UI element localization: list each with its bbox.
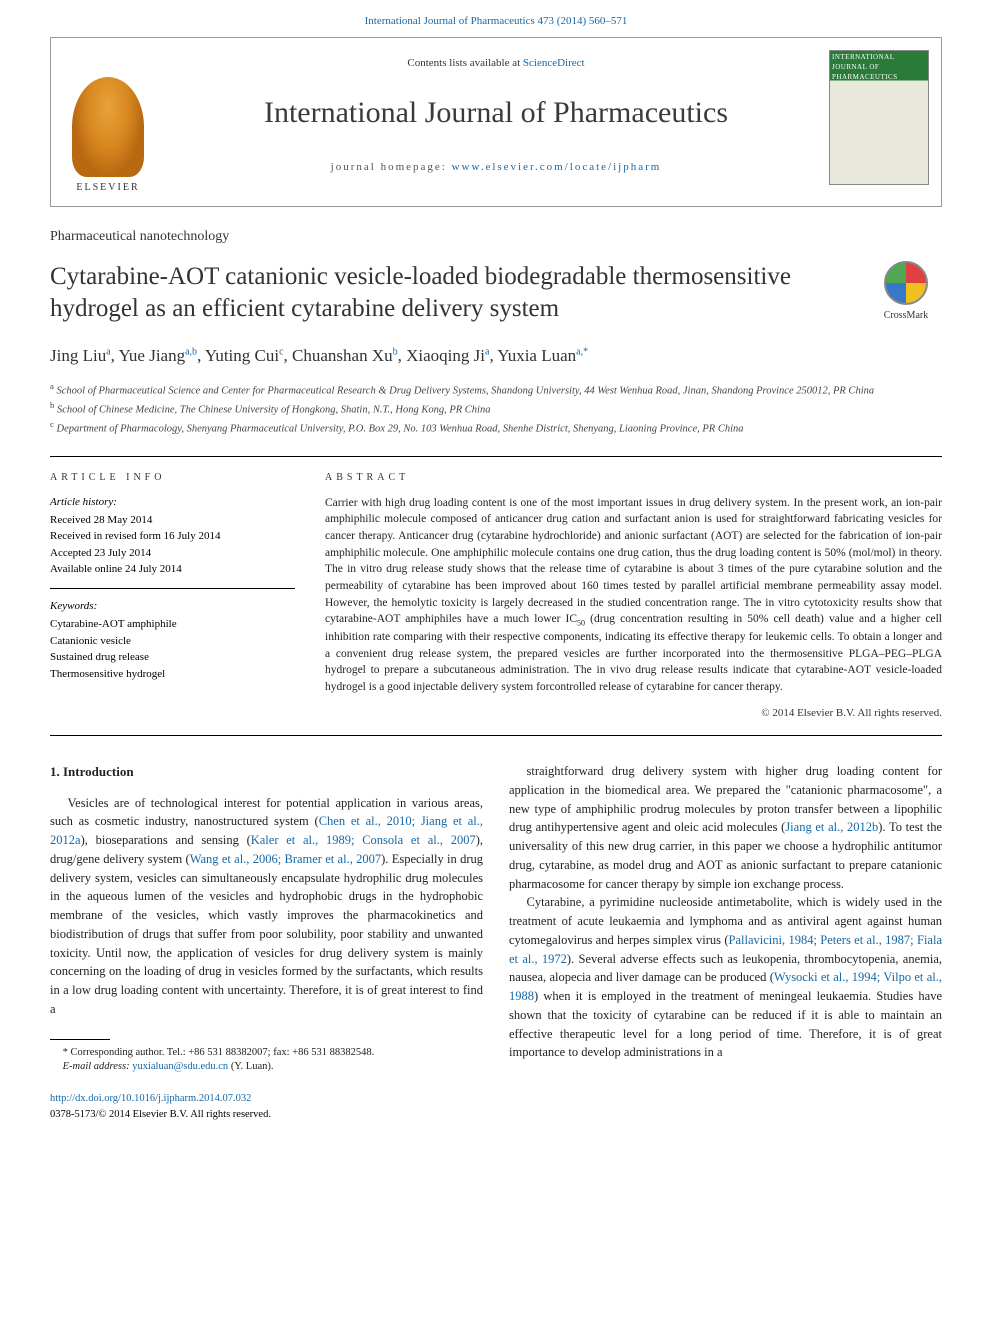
body-two-column: 1. Introduction Vesicles are of technolo… <box>50 762 942 1075</box>
cover-top-label: INTERNATIONAL JOURNAL OF <box>832 53 926 73</box>
issn-copyright: 0378-5173/© 2014 Elsevier B.V. All right… <box>50 1109 271 1120</box>
elsevier-logo: ELSEVIER <box>63 50 153 195</box>
contents-prefix: Contents lists available at <box>407 57 522 69</box>
journal-name: International Journal of Pharmaceutics <box>51 92 941 134</box>
body-column-left: 1. Introduction Vesicles are of technolo… <box>50 762 483 1075</box>
contents-available-line: Contents lists available at ScienceDirec… <box>51 56 941 71</box>
homepage-link[interactable]: www.elsevier.com/locate/ijpharm <box>452 161 662 173</box>
citation-header: International Journal of Pharmaceutics 4… <box>0 0 992 37</box>
email-footnote: E-mail address: yuxialuan@sdu.edu.cn (Y.… <box>50 1060 483 1075</box>
history-accepted: Accepted 23 July 2014 <box>50 545 295 562</box>
history-received: Received 28 May 2014 <box>50 512 295 529</box>
intro-para-3: Cytarabine, a pyrimidine nucleoside anti… <box>509 893 942 1062</box>
page-footer: http://dx.doi.org/10.1016/j.ijpharm.2014… <box>0 1091 992 1123</box>
history-revised: Received in revised form 16 July 2014 <box>50 528 295 545</box>
body-column-right: straightforward drug delivery system wit… <box>509 762 942 1075</box>
journal-header-box: ELSEVIER Contents lists available at Sci… <box>50 37 942 207</box>
history-label: Article history: <box>50 495 295 510</box>
affiliation-c: c Department of Pharmacology, Shenyang P… <box>50 418 942 437</box>
elsevier-tree-icon <box>72 77 144 177</box>
homepage-line: journal homepage: www.elsevier.com/locat… <box>51 160 941 175</box>
journal-cover-thumbnail: INTERNATIONAL JOURNAL OF PHARMACEUTICS <box>829 50 929 185</box>
homepage-prefix: journal homepage: <box>331 161 452 173</box>
intro-heading: 1. Introduction <box>50 762 483 782</box>
crossmark-badge[interactable]: CrossMark <box>870 261 942 323</box>
affiliation-a: a School of Pharmaceutical Science and C… <box>50 380 942 399</box>
affiliations: a School of Pharmaceutical Science and C… <box>50 380 942 438</box>
sciencedirect-link[interactable]: ScienceDirect <box>523 57 585 69</box>
affiliation-b: b School of Chinese Medicine, The Chines… <box>50 399 942 418</box>
abstract-text: Carrier with high drug loading content i… <box>325 495 942 696</box>
article-info-column: ARTICLE INFO Article history: Received 2… <box>50 471 295 722</box>
authors-line: Jing Liua, Yue Jianga,b, Yuting Cuic, Ch… <box>50 344 942 368</box>
keyword-1: Catanionic vesicle <box>50 633 295 650</box>
keyword-2: Sustained drug release <box>50 649 295 666</box>
section-label: Pharmaceutical nanotechnology <box>50 227 942 247</box>
history-online: Available online 24 July 2014 <box>50 561 295 578</box>
keywords-label: Keywords: <box>50 599 295 614</box>
abstract-heading: ABSTRACT <box>325 471 942 485</box>
intro-para-2: straightforward drug delivery system wit… <box>509 762 942 893</box>
elsevier-label: ELSEVIER <box>76 181 139 195</box>
crossmark-label: CrossMark <box>884 310 928 321</box>
cover-title: PHARMACEUTICS <box>832 73 926 83</box>
email-suffix: (Y. Luan). <box>228 1061 273 1072</box>
article-title: Cytarabine-AOT catanionic vesicle-loaded… <box>50 261 850 326</box>
corresponding-author-footnote: * Corresponding author. Tel.: +86 531 88… <box>50 1046 483 1061</box>
abstract-column: ABSTRACT Carrier with high drug loading … <box>325 471 942 722</box>
crossmark-icon <box>884 261 928 305</box>
abstract-copyright: © 2014 Elsevier B.V. All rights reserved… <box>325 706 942 721</box>
keyword-3: Thermosensitive hydrogel <box>50 666 295 683</box>
footnote-separator <box>50 1039 110 1040</box>
email-label: E-mail address: <box>63 1061 133 1072</box>
intro-para-1: Vesicles are of technological interest f… <box>50 794 483 1019</box>
article-info-heading: ARTICLE INFO <box>50 471 295 485</box>
email-link[interactable]: yuxialuan@sdu.edu.cn <box>132 1061 228 1072</box>
keyword-0: Cytarabine-AOT amphiphile <box>50 616 295 633</box>
doi-link[interactable]: http://dx.doi.org/10.1016/j.ijpharm.2014… <box>50 1093 251 1104</box>
